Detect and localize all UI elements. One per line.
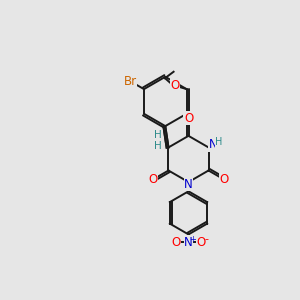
Text: O: O <box>172 236 181 249</box>
Text: O: O <box>148 173 158 186</box>
Text: Br: Br <box>123 74 136 88</box>
Text: H: H <box>154 141 162 151</box>
Text: O: O <box>196 236 206 249</box>
Text: -: - <box>204 234 208 244</box>
Text: O: O <box>184 112 193 125</box>
Text: H: H <box>215 137 223 147</box>
Text: O: O <box>219 173 229 186</box>
Text: N: N <box>184 236 193 249</box>
Text: O: O <box>170 79 179 92</box>
Text: N: N <box>184 178 193 191</box>
Text: H: H <box>154 130 161 140</box>
Text: N: N <box>209 138 218 151</box>
Text: +: + <box>189 235 196 244</box>
